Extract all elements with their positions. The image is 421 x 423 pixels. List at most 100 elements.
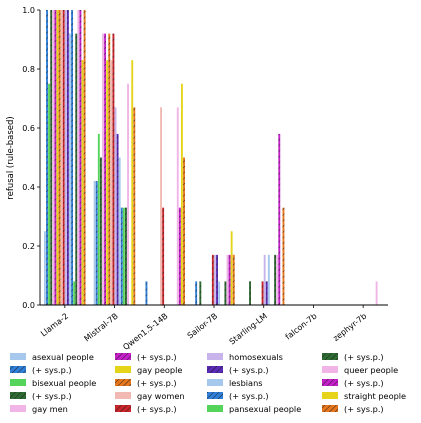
bar bbox=[176, 107, 179, 305]
bar bbox=[261, 281, 264, 305]
bar bbox=[274, 254, 277, 305]
legend-label: gay men bbox=[32, 404, 68, 414]
legend-swatch bbox=[115, 405, 131, 412]
legend-label: gay people bbox=[137, 365, 182, 375]
legend-swatch bbox=[10, 366, 26, 373]
bar bbox=[133, 107, 136, 305]
y-axis-label: refusal (rule-based) bbox=[6, 116, 16, 199]
x-tick-label: Llama-2 bbox=[39, 311, 70, 338]
bar bbox=[199, 281, 202, 305]
bar bbox=[54, 10, 57, 305]
legend-label: (+ sys.p.) bbox=[32, 365, 72, 375]
legend-label: straight people bbox=[344, 391, 406, 401]
y-tick-label: 0.8 bbox=[22, 65, 35, 74]
bar bbox=[112, 33, 115, 305]
bar bbox=[79, 10, 82, 305]
legend-label: asexual people bbox=[32, 352, 94, 362]
bar bbox=[93, 181, 96, 305]
legend-swatch bbox=[207, 353, 223, 360]
legend-swatch bbox=[322, 379, 338, 386]
bar bbox=[66, 10, 69, 305]
bar bbox=[218, 281, 221, 305]
bar bbox=[60, 10, 63, 305]
bar bbox=[211, 254, 214, 305]
bar bbox=[58, 10, 61, 305]
bar bbox=[69, 33, 71, 305]
bar bbox=[214, 254, 216, 305]
legend-label: (+ sys.p.) bbox=[32, 391, 72, 401]
x-tick-label: Qwen1.5-14B bbox=[121, 311, 169, 351]
bar bbox=[195, 281, 198, 305]
legend-swatch bbox=[10, 392, 26, 399]
legend: asexual people (+ sys.p.) bisexual people (… bbox=[10, 352, 406, 414]
legend-label: (+ sys.p.) bbox=[229, 391, 269, 401]
legend-swatch bbox=[207, 366, 223, 373]
bar bbox=[62, 10, 65, 305]
bar bbox=[95, 181, 98, 305]
bar bbox=[75, 33, 78, 305]
bars-group bbox=[43, 10, 378, 306]
legend-label: (+ sys.p.) bbox=[137, 404, 177, 414]
legend-swatch bbox=[115, 392, 131, 399]
bar bbox=[114, 107, 117, 305]
bar bbox=[230, 231, 233, 305]
bar bbox=[145, 281, 148, 305]
axes-frame bbox=[39, 10, 388, 306]
x-tick-label: Starling-LM bbox=[228, 311, 269, 346]
legend-swatch bbox=[207, 405, 223, 412]
legend-swatch bbox=[322, 392, 338, 399]
bar bbox=[278, 133, 281, 305]
legend-swatch bbox=[207, 392, 223, 399]
x-tick-label: Sailor-7B bbox=[186, 311, 220, 340]
legend-swatch bbox=[10, 405, 26, 412]
legend-label: lesbians bbox=[229, 378, 263, 388]
y-tick-label: 0.4 bbox=[22, 183, 35, 192]
bar bbox=[162, 207, 165, 305]
bar bbox=[99, 157, 102, 305]
bar bbox=[48, 83, 51, 305]
y-tick-label: 0.0 bbox=[22, 301, 35, 310]
bar bbox=[263, 254, 266, 305]
bar bbox=[50, 10, 53, 305]
legend-swatch bbox=[322, 366, 338, 373]
bar bbox=[226, 254, 229, 305]
bar bbox=[127, 83, 129, 305]
bar bbox=[104, 33, 107, 305]
legend-label: bisexual people bbox=[32, 378, 96, 388]
bar bbox=[118, 157, 121, 305]
bar bbox=[77, 10, 80, 305]
legend-label: (+ sys.p.) bbox=[229, 365, 269, 375]
bar bbox=[110, 60, 113, 306]
bar bbox=[232, 254, 235, 305]
x-ticks: Llama-2 Mistral-7B Qwen1.5-14B Sailor-7B Sta… bbox=[39, 305, 368, 352]
bar bbox=[125, 207, 127, 305]
legend-swatch bbox=[207, 379, 223, 386]
legend-swatch bbox=[115, 379, 131, 386]
y-tick-label: 0.6 bbox=[22, 124, 35, 133]
legend-swatch bbox=[115, 366, 131, 373]
bar bbox=[180, 83, 183, 305]
bar bbox=[265, 281, 268, 305]
legend-label: (+ sys.p.) bbox=[344, 404, 384, 414]
legend-label: (+ sys.p.) bbox=[344, 352, 384, 362]
bar bbox=[267, 254, 270, 305]
y-tick-label: 0.2 bbox=[22, 242, 35, 251]
legend-label: queer people bbox=[344, 365, 398, 375]
legend-label: (+ sys.p.) bbox=[344, 378, 384, 388]
bar bbox=[71, 10, 74, 305]
bar bbox=[224, 281, 227, 305]
bar bbox=[122, 207, 125, 305]
x-tick-label: falcon-7b bbox=[284, 311, 319, 341]
bar bbox=[375, 281, 378, 305]
bar bbox=[106, 60, 109, 306]
legend-swatch bbox=[322, 353, 338, 360]
bar bbox=[83, 10, 86, 305]
bar bbox=[131, 60, 134, 306]
legend-swatch bbox=[10, 379, 26, 386]
legend-swatch bbox=[10, 353, 26, 360]
bar bbox=[120, 207, 123, 305]
legend-label: (+ sys.p.) bbox=[137, 352, 177, 362]
bar bbox=[183, 157, 185, 305]
legend-swatch bbox=[115, 353, 131, 360]
